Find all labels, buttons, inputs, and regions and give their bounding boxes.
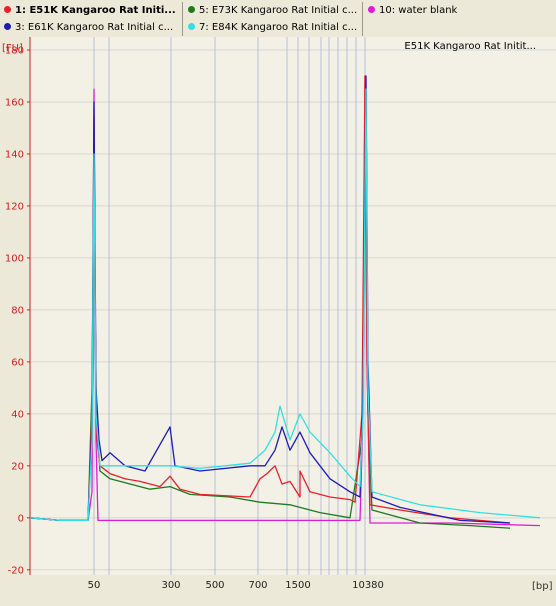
series-dot-icon	[4, 5, 11, 13]
x-tick-label: 300	[161, 580, 180, 591]
y-ticks: -20 0 20 40 60 80 100 120 140 160 180	[5, 45, 30, 576]
y-tick-label: 40	[11, 409, 24, 420]
x-tick-label: 700	[248, 580, 267, 591]
series-dot-icon	[368, 5, 375, 13]
legend-item-5[interactable]: 5: E73K Kangaroo Rat Initial c...	[188, 2, 360, 19]
legend-label: 3: E61K Kangaroo Rat Initial c...	[15, 22, 174, 33]
y-tick-label: 80	[11, 305, 24, 316]
chart-title: E51K Kangaroo Rat Initit...	[404, 41, 536, 52]
legend-label: 10: water blank	[379, 5, 458, 16]
x-ticks: 50 300 500 700 1500 10380	[88, 580, 384, 591]
chart-svg: -20 0 20 40 60 80 100 120 140 160 180 50 300 500 700 1…	[2, 37, 556, 592]
series-lines	[29, 75, 541, 529]
y-tick-label: -20	[8, 565, 24, 576]
y-tick-label: 0	[18, 513, 24, 524]
series-dot-icon	[188, 22, 195, 30]
series-dot-icon	[188, 5, 195, 13]
legend-item-7[interactable]: 7: E84K Kangaroo Rat Initial c...	[188, 19, 360, 36]
legend-item-1[interactable]: 1: E51K Kangaroo Rat Initi...	[4, 2, 180, 19]
x-tick-label: 50	[88, 580, 101, 591]
y-axis-label: [FU]	[2, 43, 23, 54]
x-tick-label: 10380	[352, 580, 384, 591]
legend-item-3[interactable]: 3: E61K Kangaroo Rat Initial c...	[4, 19, 180, 36]
legend-divider	[182, 2, 183, 36]
y-tick-label: 120	[5, 201, 24, 212]
y-tick-label: 140	[5, 149, 24, 160]
x-axis-label: [bp]	[532, 581, 553, 592]
series-line-4	[29, 88, 541, 522]
electropherogram-chart: -20 0 20 40 60 80 100 120 140 160 180 50 300 500 700 1…	[0, 37, 556, 603]
legend-label: 7: E84K Kangaroo Rat Initial c...	[199, 22, 358, 33]
y-tick-label: 20	[11, 461, 24, 472]
y-tick-label: 100	[5, 253, 24, 264]
x-tick-label: 1500	[285, 580, 310, 591]
legend-label: 5: E73K Kangaroo Rat Initial c...	[199, 5, 358, 16]
legend-divider	[362, 2, 363, 36]
legend-item-10[interactable]: 10: water blank	[368, 2, 548, 19]
y-tick-label: 180	[5, 45, 24, 56]
x-tick-label: 500	[205, 580, 224, 591]
y-tick-label: 160	[5, 97, 24, 108]
legend-label: 1: E51K Kangaroo Rat Initi...	[15, 5, 176, 16]
series-dot-icon	[4, 22, 11, 30]
y-tick-label: 60	[11, 357, 24, 368]
legend: 1: E51K Kangaroo Rat Initi... 3: E61K Ka…	[0, 0, 556, 37]
